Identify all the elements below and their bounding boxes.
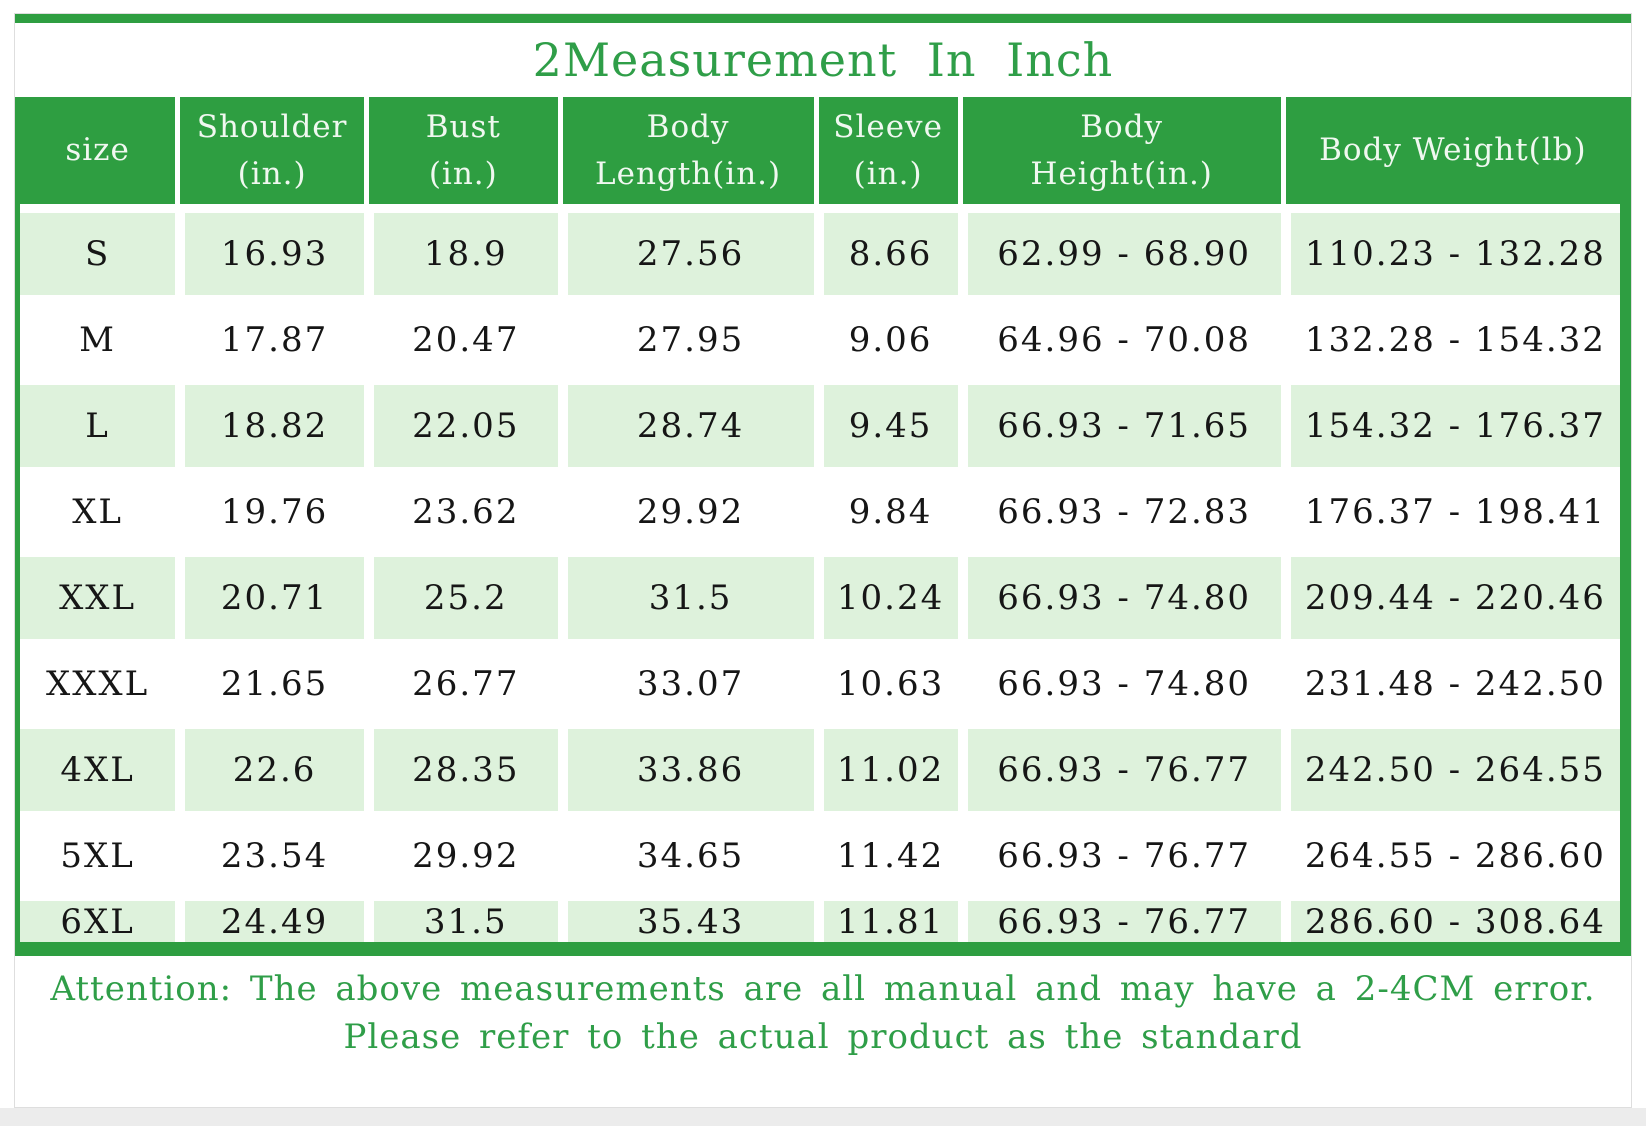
cell-size: XL	[20, 467, 176, 553]
cell-body-weight: 209.44 - 220.46	[1280, 553, 1620, 639]
header-row: size Shoulder (in.) Bust (in.) Body Leng…	[20, 97, 1620, 209]
cell-size: L	[20, 381, 176, 467]
cell-body-height: 62.99 - 68.90	[957, 209, 1281, 295]
cell-body-weight: 242.50 - 264.55	[1280, 725, 1620, 811]
table-body: S 16.93 18.9 27.56 8.66 62.99 - 68.90 11…	[20, 209, 1620, 942]
cell-bust: 23.62	[363, 467, 558, 553]
cell-shoulder: 21.65	[175, 639, 364, 725]
table-row: S 16.93 18.9 27.56 8.66 62.99 - 68.90 11…	[20, 209, 1620, 295]
cell-shoulder: 19.76	[175, 467, 364, 553]
header-cell-shoulder: Shoulder (in.)	[175, 97, 364, 209]
cell-body-height: 66.93 - 74.80	[957, 553, 1281, 639]
table-row: XXL 20.71 25.2 31.5 10.24 66.93 - 74.80 …	[20, 553, 1620, 639]
header-cell-size: size	[20, 97, 176, 209]
cell-size: S	[20, 209, 176, 295]
cell-size: 5XL	[20, 811, 176, 897]
cell-body-weight: 154.32 - 176.37	[1280, 381, 1620, 467]
cell-body-height: 66.93 - 76.77	[957, 811, 1281, 897]
cell-body-length: 34.65	[557, 811, 814, 897]
cell-body-weight: 231.48 - 242.50	[1280, 639, 1620, 725]
header-cell-bust: Bust (in.)	[363, 97, 558, 209]
cell-body-height: 66.93 - 76.77	[957, 897, 1281, 942]
table-row: M 17.87 20.47 27.95 9.06 64.96 - 70.08 1…	[20, 295, 1620, 381]
cell-body-weight: 264.55 - 286.60	[1280, 811, 1620, 897]
attention-line-1: Attention: The above measurements are al…	[50, 969, 1596, 1009]
table-row: 5XL 23.54 29.92 34.65 11.42 66.93 - 76.7…	[20, 811, 1620, 897]
cell-size: M	[20, 295, 176, 381]
cell-sleeve: 9.45	[813, 381, 958, 467]
attention-line-2: Please refer to the actual product as th…	[343, 1017, 1303, 1057]
cell-shoulder: 17.87	[175, 295, 364, 381]
size-table: size Shoulder (in.) Bust (in.) Body Leng…	[20, 97, 1620, 942]
cell-body-height: 66.93 - 72.83	[957, 467, 1281, 553]
cell-bust: 18.9	[363, 209, 558, 295]
title-area: 2Measurement In Inch	[15, 23, 1631, 97]
cell-body-length: 35.43	[557, 897, 814, 942]
cell-sleeve: 11.02	[813, 725, 958, 811]
cell-size: 6XL	[20, 897, 176, 942]
cell-body-length: 31.5	[557, 553, 814, 639]
table-row: L 18.82 22.05 28.74 9.45 66.93 - 71.65 1…	[20, 381, 1620, 467]
cell-sleeve: 8.66	[813, 209, 958, 295]
cell-body-length: 27.56	[557, 209, 814, 295]
table-row: 6XL 24.49 31.5 35.43 11.81 66.93 - 76.77…	[20, 897, 1620, 942]
cell-body-length: 33.86	[557, 725, 814, 811]
bottom-strip	[0, 1108, 1646, 1126]
cell-sleeve: 11.42	[813, 811, 958, 897]
cell-sleeve: 9.84	[813, 467, 958, 553]
cell-shoulder: 20.71	[175, 553, 364, 639]
size-table-frame: size Shoulder (in.) Bust (in.) Body Leng…	[15, 97, 1631, 956]
cell-body-weight: 110.23 - 132.28	[1280, 209, 1620, 295]
cell-sleeve: 10.24	[813, 553, 958, 639]
cell-sleeve: 10.63	[813, 639, 958, 725]
header-cell-body-length: Body Length(in.)	[557, 97, 814, 209]
cell-body-length: 28.74	[557, 381, 814, 467]
table-row: XXXL 21.65 26.77 33.07 10.63 66.93 - 74.…	[20, 639, 1620, 725]
cell-bust: 31.5	[363, 897, 558, 942]
cell-body-height: 66.93 - 71.65	[957, 381, 1281, 467]
cell-shoulder: 23.54	[175, 811, 364, 897]
cell-shoulder: 16.93	[175, 209, 364, 295]
cell-shoulder: 18.82	[175, 381, 364, 467]
cell-bust: 29.92	[363, 811, 558, 897]
table-row: XL 19.76 23.62 29.92 9.84 66.93 - 72.83 …	[20, 467, 1620, 553]
cell-body-length: 29.92	[557, 467, 814, 553]
attention-note: Attention: The above measurements are al…	[15, 956, 1631, 1107]
cell-bust: 26.77	[363, 639, 558, 725]
cell-body-length: 27.95	[557, 295, 814, 381]
cell-size: 4XL	[20, 725, 176, 811]
cell-size: XXL	[20, 553, 176, 639]
cell-bust: 20.47	[363, 295, 558, 381]
top-accent-bar	[15, 14, 1631, 23]
cell-body-weight: 176.37 - 198.41	[1280, 467, 1620, 553]
table-header: size Shoulder (in.) Bust (in.) Body Leng…	[20, 97, 1620, 209]
cell-sleeve: 9.06	[813, 295, 958, 381]
size-chart-card: 2Measurement In Inch size Shoulder (in.)	[14, 13, 1632, 1108]
chart-title: 2Measurement In Inch	[532, 33, 1114, 87]
cell-bust: 25.2	[363, 553, 558, 639]
header-cell-sleeve: Sleeve (in.)	[813, 97, 958, 209]
header-cell-body-height: Body Height(in.)	[957, 97, 1281, 209]
cell-bust: 28.35	[363, 725, 558, 811]
cell-body-height: 64.96 - 70.08	[957, 295, 1281, 381]
cell-sleeve: 11.81	[813, 897, 958, 942]
cell-size: XXXL	[20, 639, 176, 725]
cell-body-weight: 286.60 - 308.64	[1280, 897, 1620, 942]
cell-bust: 22.05	[363, 381, 558, 467]
table-row: 4XL 22.6 28.35 33.86 11.02 66.93 - 76.77…	[20, 725, 1620, 811]
cell-body-weight: 132.28 - 154.32	[1280, 295, 1620, 381]
cell-body-length: 33.07	[557, 639, 814, 725]
cell-shoulder: 24.49	[175, 897, 364, 942]
cell-body-height: 66.93 - 76.77	[957, 725, 1281, 811]
cell-shoulder: 22.6	[175, 725, 364, 811]
header-cell-body-weight: Body Weight(lb)	[1280, 97, 1620, 209]
cell-body-height: 66.93 - 74.80	[957, 639, 1281, 725]
